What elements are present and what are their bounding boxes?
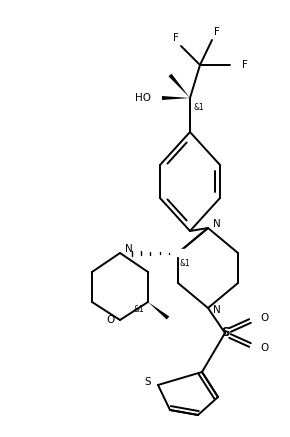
- Text: HO: HO: [135, 93, 151, 103]
- Text: O: O: [260, 343, 268, 353]
- Polygon shape: [168, 74, 190, 98]
- Text: N: N: [213, 219, 221, 229]
- Polygon shape: [162, 96, 190, 100]
- Text: N: N: [125, 244, 133, 254]
- Text: F: F: [242, 60, 248, 70]
- Text: F: F: [173, 33, 179, 43]
- Text: N: N: [213, 305, 221, 315]
- Text: &1: &1: [193, 104, 204, 112]
- Text: O: O: [107, 315, 115, 325]
- Text: &1: &1: [133, 305, 144, 315]
- Text: S: S: [221, 326, 229, 340]
- Text: S: S: [144, 377, 151, 387]
- Text: O: O: [260, 313, 268, 323]
- Polygon shape: [148, 302, 169, 319]
- Text: &1: &1: [180, 259, 191, 267]
- Text: F: F: [214, 27, 220, 37]
